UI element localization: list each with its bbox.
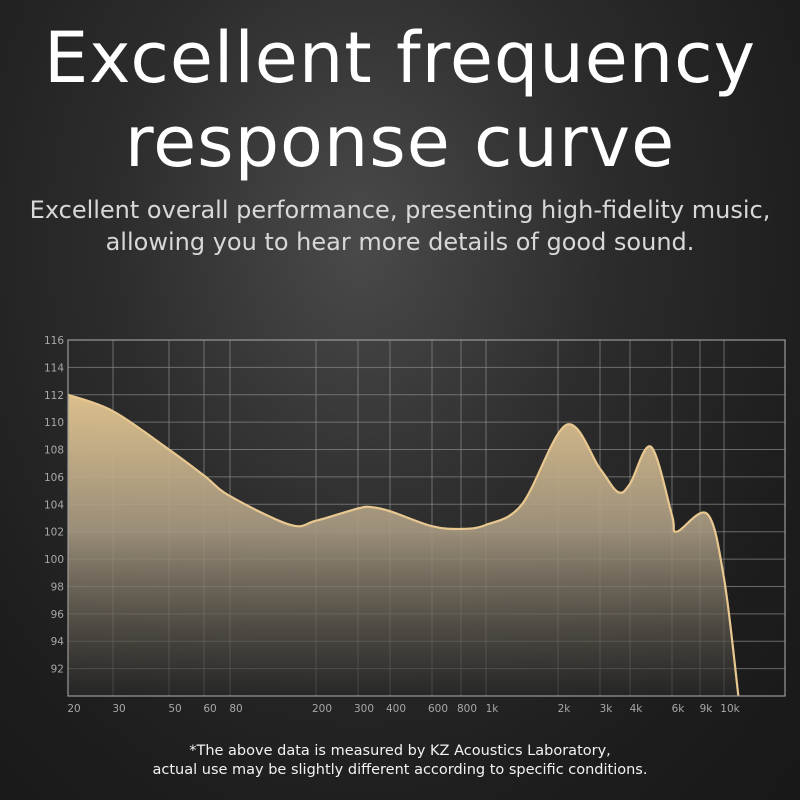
- x-tick-label: 80: [229, 703, 242, 715]
- x-tick-label: 600: [428, 703, 448, 715]
- y-tick-label: 106: [44, 472, 64, 484]
- y-tick-label: 100: [44, 554, 64, 566]
- response-curve: [67, 393, 740, 697]
- x-tick-label: 20: [67, 703, 80, 715]
- x-tick-label: 400: [386, 703, 406, 715]
- page-title: Excellent frequency response curve: [0, 16, 800, 184]
- x-tick-label: 30: [112, 703, 125, 715]
- x-tick-label: 6k: [672, 703, 686, 715]
- x-tick-label: 4k: [630, 703, 644, 715]
- x-tick-label: 3k: [600, 703, 614, 715]
- subtitle-line-2: allowing you to hear more details of goo…: [105, 228, 695, 256]
- x-tick-label: 2k: [558, 703, 572, 715]
- disclaimer-line-1: *The above data is measured by KZ Acoust…: [189, 743, 611, 759]
- y-tick-label: 108: [44, 445, 64, 457]
- y-tick-label: 104: [44, 499, 64, 511]
- title-line-2: response curve: [124, 101, 676, 183]
- x-tick-label: 9k: [700, 703, 714, 715]
- x-tick-label: 10k: [720, 703, 740, 715]
- response-area: [68, 394, 739, 696]
- y-tick-label: 92: [51, 664, 64, 676]
- y-tick-label: 114: [44, 362, 64, 374]
- title-line-1: Excellent frequency: [43, 17, 757, 99]
- y-tick-label: 98: [51, 581, 64, 593]
- y-tick-label: 110: [44, 417, 64, 429]
- y-tick-label: 112: [44, 390, 64, 402]
- subtitle-line-1: Excellent overall performance, presentin…: [29, 196, 771, 224]
- x-tick-label: 50: [168, 703, 181, 715]
- axis-ticks: 20 30 50 60 80 200 300 400 600 800 1k 2k 3k 4k 6k 9k 10k…: [44, 335, 741, 715]
- x-tick-label: 1k: [486, 703, 500, 715]
- y-tick-label: 102: [44, 527, 64, 539]
- y-tick-label: 116: [44, 335, 64, 347]
- x-tick-label: 300: [354, 703, 374, 715]
- plot-frame: [67, 339, 786, 697]
- x-tick-label: 200: [312, 703, 332, 715]
- x-tick-label: 60: [203, 703, 216, 715]
- subtitle: Excellent overall performance, presentin…: [0, 194, 800, 258]
- disclaimer-line-2: actual use may be slightly different acc…: [152, 762, 648, 778]
- y-tick-label: 96: [51, 609, 65, 621]
- disclaimer: *The above data is measured by KZ Acoust…: [0, 742, 800, 780]
- x-tick-label: 800: [457, 703, 477, 715]
- y-tick-label: 94: [51, 636, 65, 648]
